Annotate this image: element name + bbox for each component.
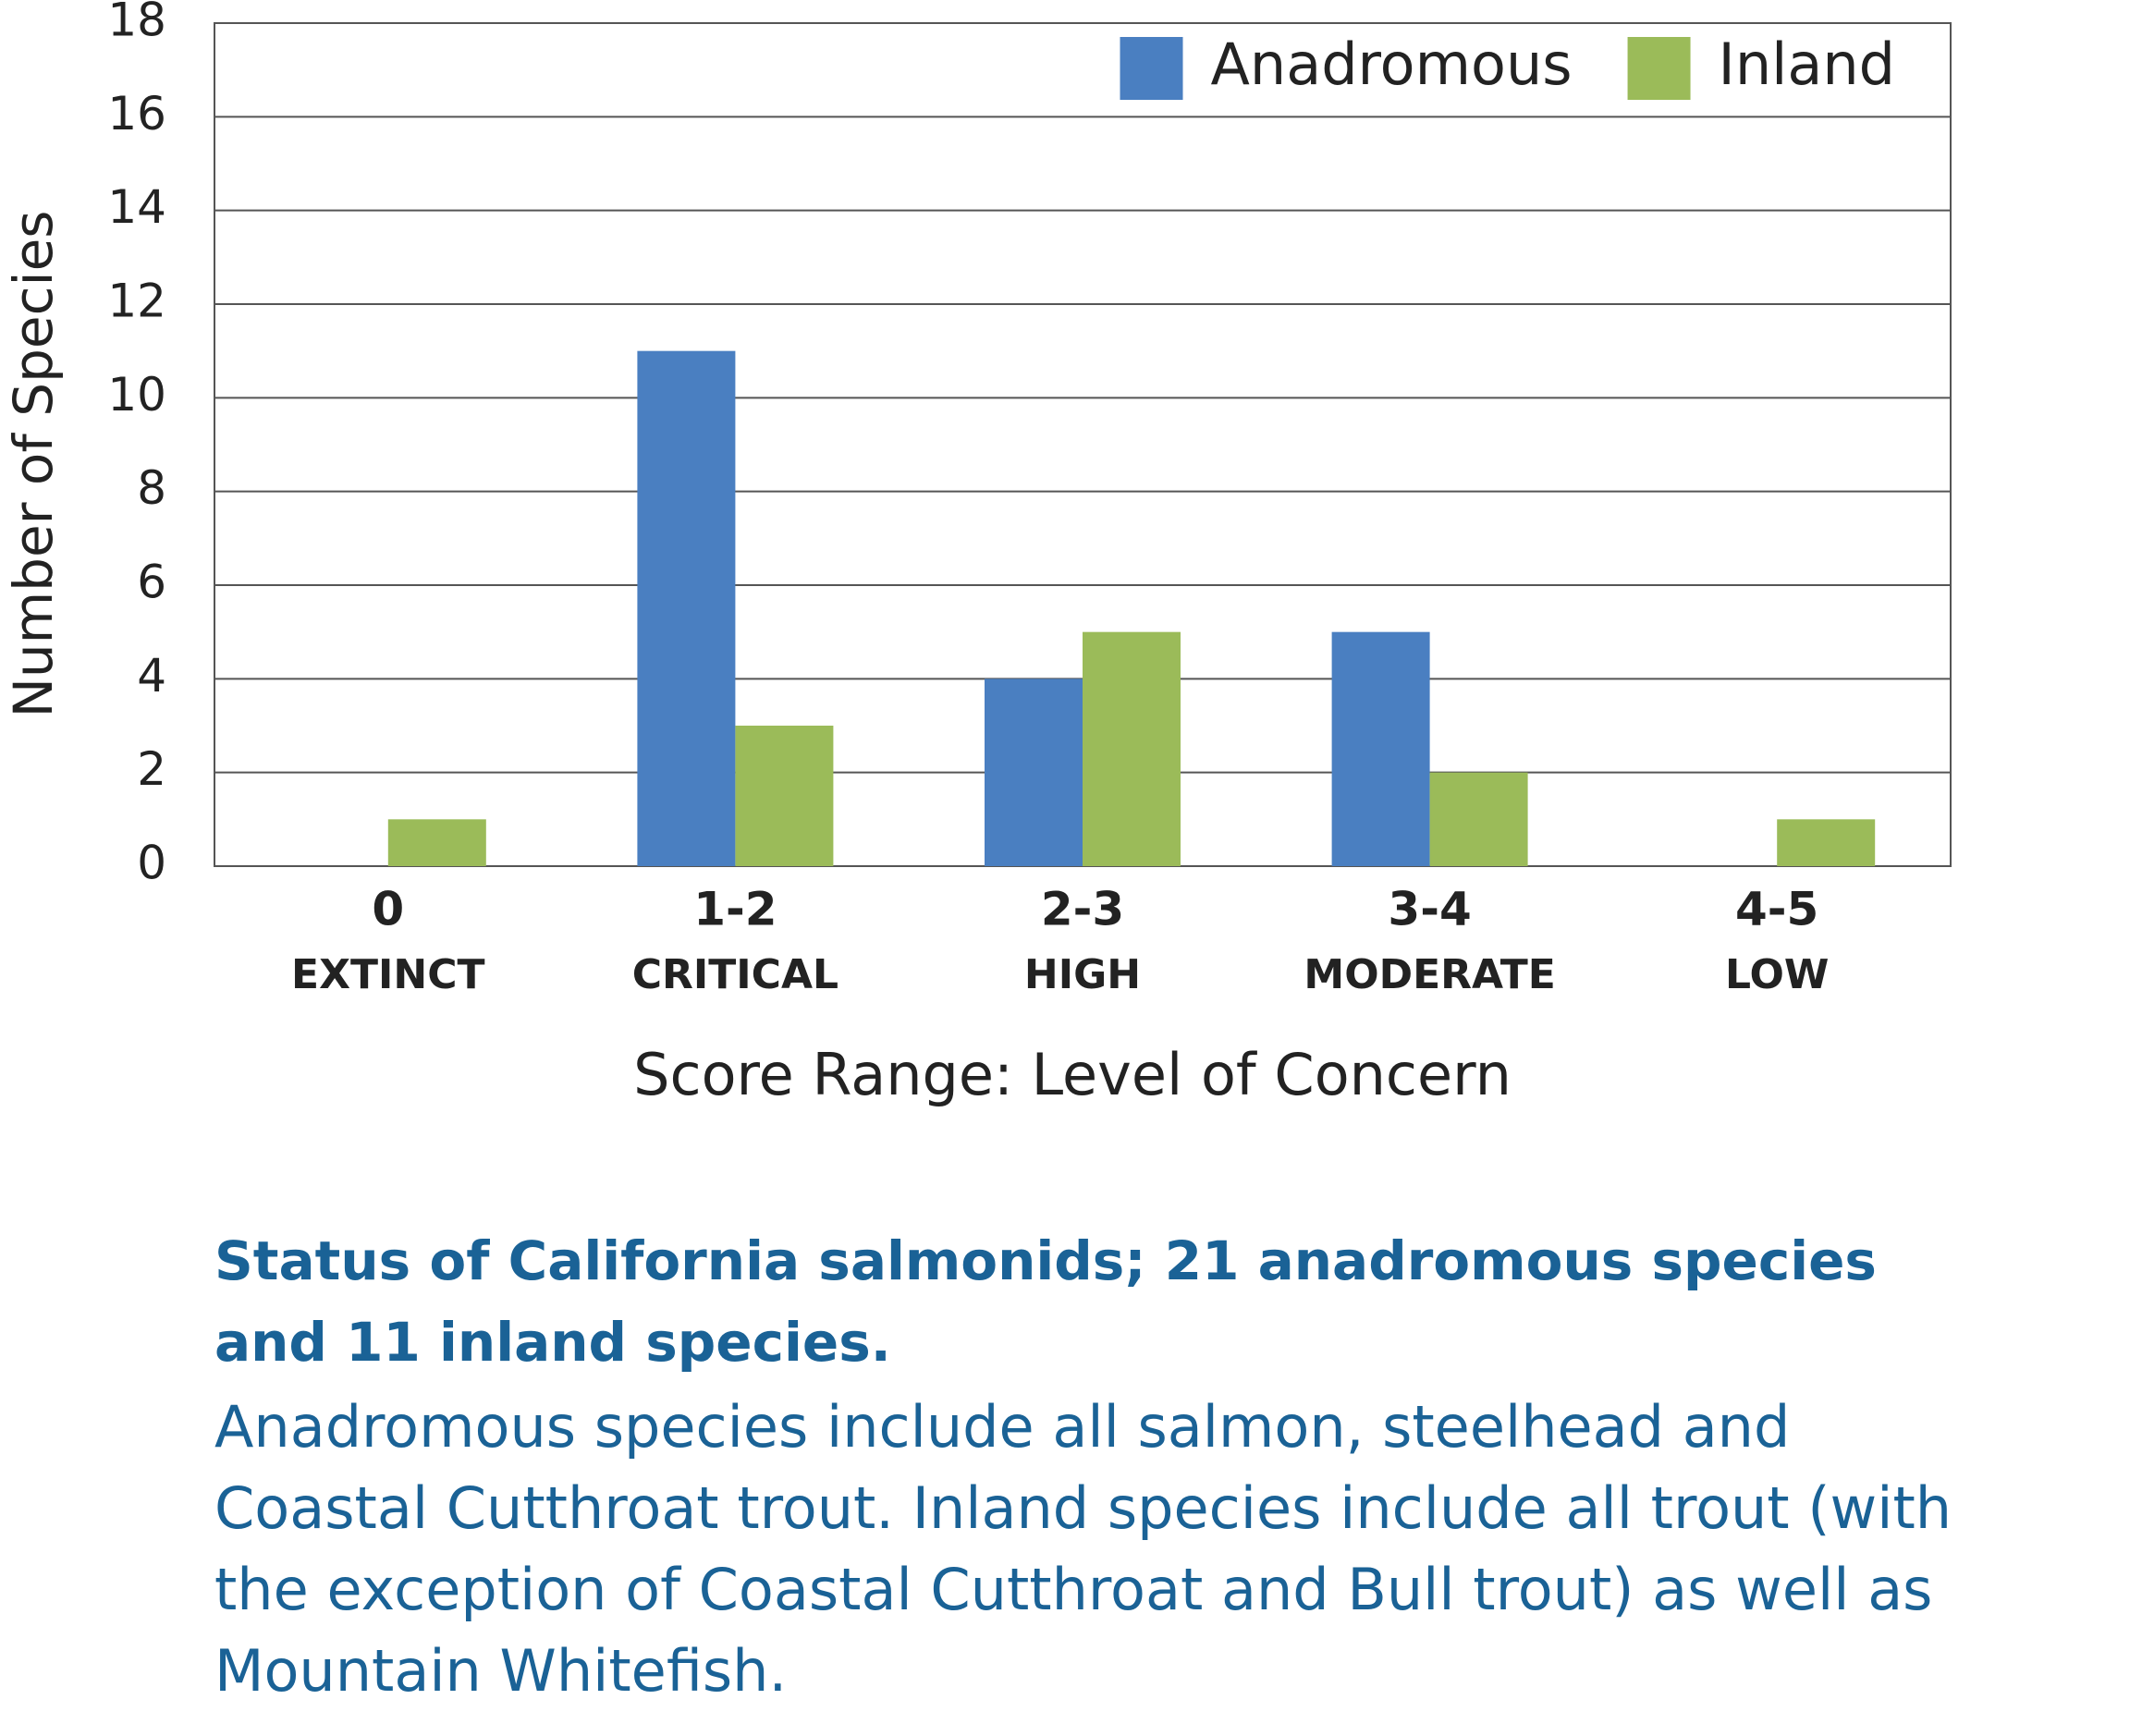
chart: Number of Species Score Range: Level of … <box>2 0 1952 1108</box>
x-axis-label: Score Range: Level of Concern <box>633 1041 1512 1108</box>
legend-swatch <box>1120 37 1183 100</box>
y-axis-label: Number of Species <box>2 211 65 718</box>
bar <box>1777 819 1876 866</box>
y-tick-label: 12 <box>107 275 166 328</box>
x-tick-sublabel: CRITICAL <box>632 951 838 998</box>
legend-label: Anadromous <box>1211 31 1573 98</box>
x-tick-label: 2-3 <box>1041 883 1124 936</box>
x-tick-label: 3-4 <box>1388 883 1471 936</box>
bar <box>1331 631 1430 866</box>
y-tick-label: 16 <box>107 87 166 141</box>
bar <box>985 679 1083 866</box>
y-tick-label: 6 <box>137 556 166 609</box>
x-tick-label: 0 <box>372 883 404 936</box>
legend-label: Inland <box>1719 31 1895 98</box>
y-tick-label: 2 <box>137 742 166 796</box>
bar <box>1083 631 1181 866</box>
y-tick-label: 14 <box>107 180 166 234</box>
legend-swatch <box>1627 37 1691 100</box>
x-tick-label: 4-5 <box>1735 883 1818 936</box>
caption-title: Status of California salmonids; 21 anadr… <box>214 1229 1877 1374</box>
x-tick-sublabel: LOW <box>1725 951 1829 998</box>
y-tick-label: 18 <box>107 0 166 47</box>
bar <box>735 726 834 866</box>
x-tick-sublabel: HIGH <box>1024 951 1141 998</box>
bar <box>637 350 736 867</box>
bar <box>1429 772 1528 866</box>
x-tick-sublabel: EXTINCT <box>291 951 485 998</box>
x-tick-sublabel: MODERATE <box>1304 951 1555 998</box>
x-tick-label: 1-2 <box>693 883 777 936</box>
y-tick-label: 8 <box>137 461 166 515</box>
bar <box>387 819 486 866</box>
y-tick-label: 4 <box>137 649 166 703</box>
y-tick-label: 0 <box>137 837 166 890</box>
y-tick-label: 10 <box>107 368 166 422</box>
caption-body: Anadromous species include all salmon, s… <box>214 1393 1952 1705</box>
